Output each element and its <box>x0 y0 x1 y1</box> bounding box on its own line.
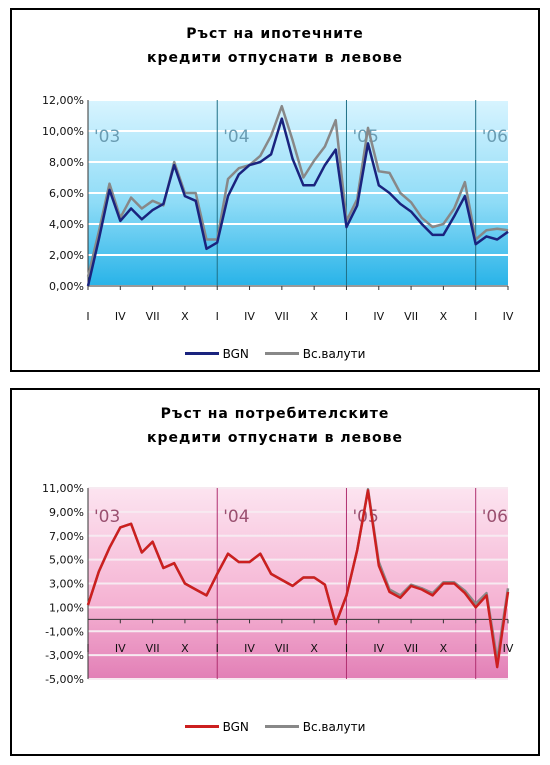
x-tick-label: X <box>181 642 189 655</box>
year-label: '04 <box>223 127 249 147</box>
x-tick-label: X <box>181 310 189 323</box>
legend-swatch-all-currencies <box>264 725 299 728</box>
chart-legend: BGN Вс.валути <box>12 344 538 361</box>
y-tick-label: 10,00% <box>42 125 84 138</box>
series-line-bgn <box>86 489 510 669</box>
x-tick-label: I <box>216 642 219 655</box>
x-tick-label: X <box>440 310 448 323</box>
y-tick-label: 11,00% <box>42 482 84 495</box>
x-tick-label: I <box>86 642 89 655</box>
chart-title: Ръст на потребителските кредити отпуснат… <box>12 402 538 450</box>
legend-label-bgn: BGN <box>222 719 249 734</box>
x-tick-label: I <box>474 310 477 323</box>
y-tick-label: 1,00% <box>49 601 84 614</box>
y-tick-label: -1,00% <box>45 625 84 638</box>
x-tick-label: X <box>310 310 318 323</box>
mortgage-chart-panel: Ръст на ипотечните кредити отпуснати в л… <box>10 8 540 372</box>
x-tick-label: IV <box>373 310 384 323</box>
x-tick-label: X <box>440 642 448 655</box>
year-label: '03 <box>94 127 120 147</box>
x-tick-label: X <box>310 642 318 655</box>
legend-swatch-all-currencies <box>264 352 299 355</box>
y-tick-label: 4,00% <box>49 218 84 231</box>
x-tick-label: VII <box>404 642 418 655</box>
x-tick-label: I <box>216 310 219 323</box>
x-tick-label: VII <box>146 642 160 655</box>
y-tick-label: 3,00% <box>49 578 84 591</box>
x-tick-label: IV <box>503 642 514 655</box>
chart-legend: BGN Вс.валути <box>12 717 538 734</box>
x-tick-label: IV <box>244 310 255 323</box>
mortgage-line-chart: 0,00% 2,00% 4,00% 6,00% 8,00% 10,00% 12,00% '03… <box>42 94 514 323</box>
y-tick-label: 8,00% <box>49 156 84 169</box>
legend-label-bgn: BGN <box>222 346 249 361</box>
y-tick-label: 5,00% <box>49 554 84 567</box>
x-tick-label: I <box>345 310 348 323</box>
legend-swatch-bgn <box>184 725 219 728</box>
legend-label-all-currencies: Вс.валути <box>302 719 366 734</box>
y-tick-label: 12,00% <box>42 94 84 107</box>
series-line-bgn <box>86 117 509 287</box>
chart-title-line-1: Ръст на потребителските <box>160 406 390 422</box>
y-tick-label: -5,00% <box>45 673 84 686</box>
x-tick-label: IV <box>244 642 255 655</box>
x-tick-label: VII <box>275 310 289 323</box>
x-tick-label: IV <box>373 642 384 655</box>
chart-title-line-1: Ръст на ипотечните <box>186 26 364 42</box>
x-tick-label: IV <box>115 642 126 655</box>
legend-label-all-currencies: Вс.валути <box>302 346 366 361</box>
x-tick-label: VII <box>404 310 418 323</box>
x-tick-label: I <box>474 642 477 655</box>
legend-item-all-currencies: Вс.валути <box>264 719 366 734</box>
legend-item-all-currencies: Вс.валути <box>264 346 366 361</box>
y-tick-label: 7,00% <box>49 530 84 543</box>
chart-title: Ръст на ипотечните кредити отпуснати в л… <box>12 22 538 70</box>
legend-item-bgn: BGN <box>184 346 249 361</box>
y-tick-label: 9,00% <box>49 506 84 519</box>
year-label: '06 <box>482 127 508 147</box>
year-label: '06 <box>482 507 508 527</box>
y-tick-label: -3,00% <box>45 649 84 662</box>
legend-swatch-bgn <box>184 352 219 355</box>
x-tick-label: IV <box>115 310 126 323</box>
x-tick-label: I <box>86 310 89 323</box>
year-label: '03 <box>94 507 120 527</box>
y-tick-label: 2,00% <box>49 249 84 262</box>
consumer-chart-panel: Ръст на потребителските кредити отпуснат… <box>10 388 540 756</box>
consumer-line-chart: -5,00% -3,00% -1,00% 1,00% 3,00% 5,00% 7,00% 9,… <box>42 482 514 686</box>
x-tick-label: VII <box>146 310 160 323</box>
x-tick-label: VII <box>275 642 289 655</box>
chart-title-line-2: кредити отпуснати в левове <box>147 50 403 66</box>
year-label: '04 <box>223 507 249 527</box>
legend-item-bgn: BGN <box>184 719 249 734</box>
y-tick-label: 6,00% <box>49 187 84 200</box>
x-tick-label: I <box>345 642 348 655</box>
chart-title-line-2: кредити отпуснати в левове <box>147 430 403 446</box>
series-line-all-currencies <box>86 104 509 277</box>
y-tick-label: 0,00% <box>49 280 84 293</box>
x-tick-label: IV <box>503 310 514 323</box>
